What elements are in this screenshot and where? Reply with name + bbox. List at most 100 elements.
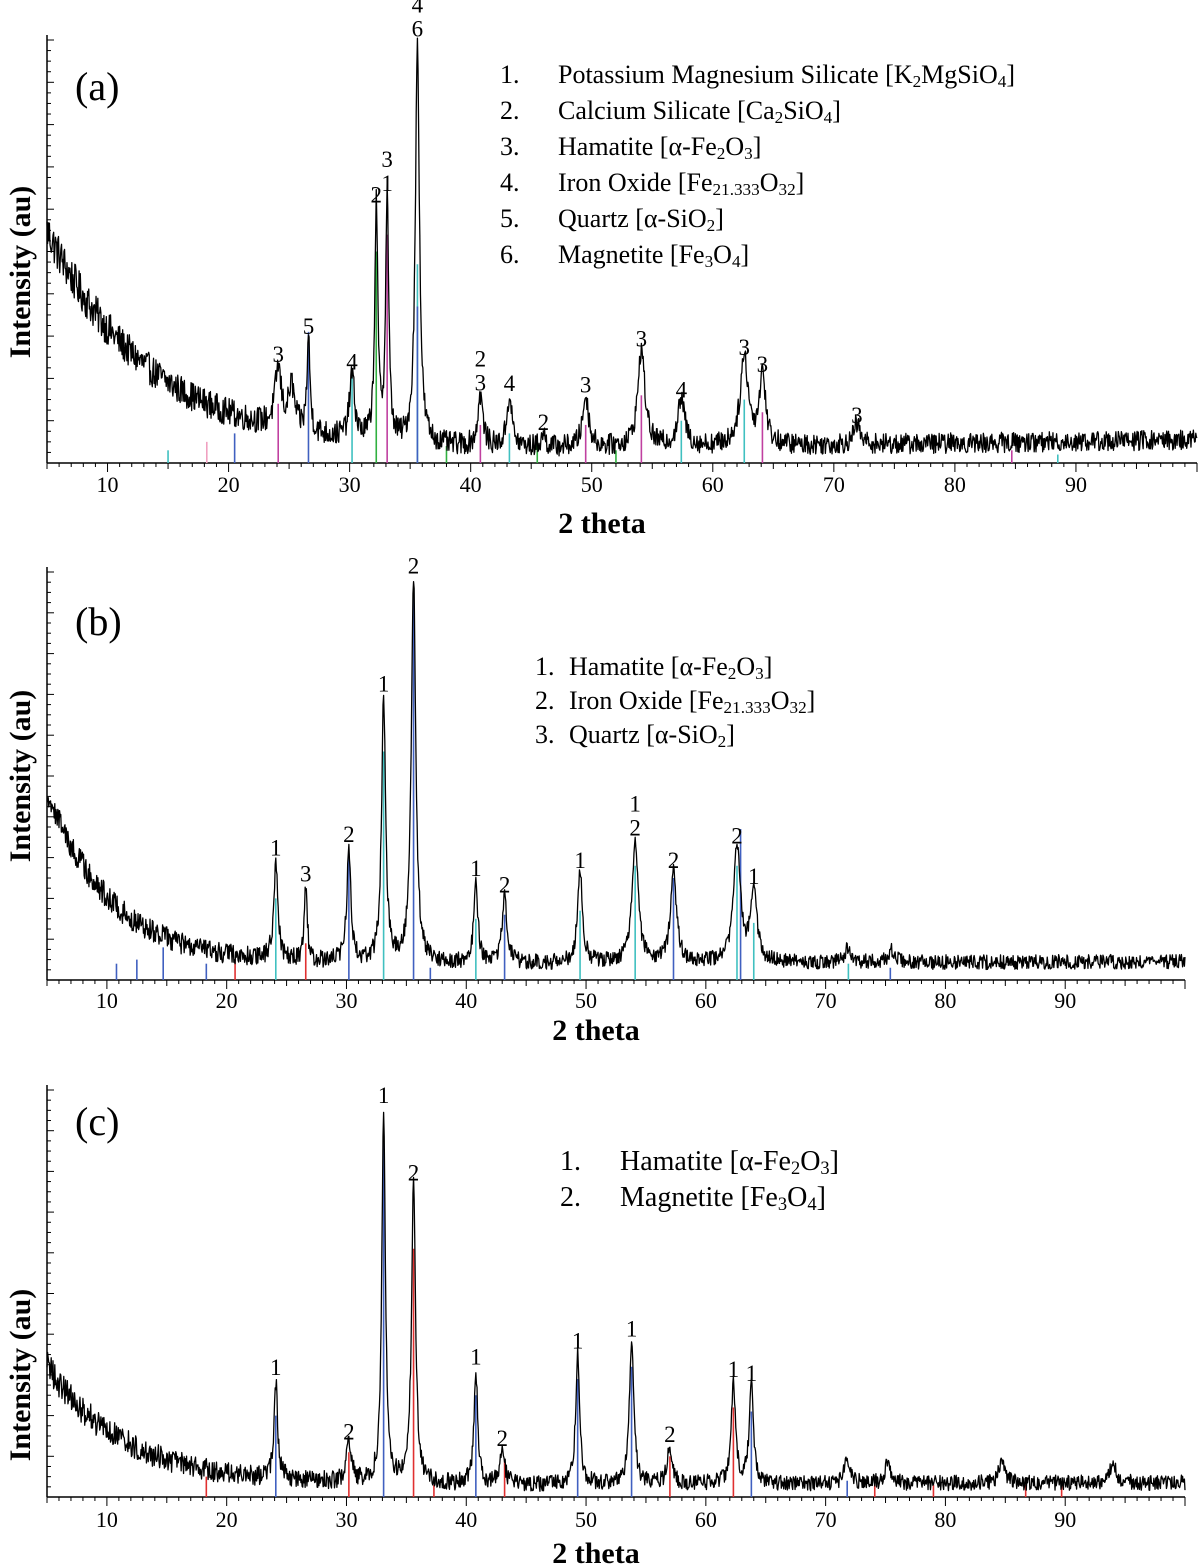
peak-label: 1 xyxy=(378,1083,390,1108)
legend-label: Quartz [α-SiO2] xyxy=(558,204,724,235)
panel-label: (b) xyxy=(75,599,122,644)
peak-label: 2 xyxy=(499,872,511,897)
x-tick-label: 30 xyxy=(339,472,361,497)
y-axis-ticks xyxy=(47,1089,54,1498)
peak-label: 1 xyxy=(270,835,282,860)
x-tick-label: 10 xyxy=(97,472,119,497)
peak-label: 1 xyxy=(626,1316,638,1341)
legend-label: Calcium Silicate [Ca2SiO4] xyxy=(558,96,841,127)
legend-item: 3. Quartz [α-SiO2] xyxy=(535,720,735,751)
x-tick-label: 20 xyxy=(218,472,240,497)
peak-label: 2 xyxy=(475,346,487,371)
peak-label: 6 xyxy=(412,16,424,41)
x-tick-label: 40 xyxy=(455,988,477,1013)
formula-subscript: 3 xyxy=(820,1158,829,1178)
peak-label: 1 xyxy=(629,791,641,816)
legend-name: Calcium Silicate xyxy=(558,96,737,125)
x-tick-label: 20 xyxy=(216,1507,238,1532)
x-axis-label: 2 theta xyxy=(552,1014,639,1047)
legend-item: 6. Magnetite [Fe3O4] xyxy=(500,240,749,271)
formula-text: ] xyxy=(715,204,724,233)
formula-subscript: 3 xyxy=(755,664,764,683)
legend-name: Iron Oxide xyxy=(558,168,678,197)
peak-label: 3 xyxy=(739,335,751,360)
peak-label: 3 xyxy=(300,861,312,886)
legend-item: 4. Iron Oxide [Fe21.333O32] xyxy=(500,168,804,199)
legend-number: 4. xyxy=(500,168,520,197)
formula-subscript: 2 xyxy=(728,664,737,683)
peak-label: 3 xyxy=(757,352,769,377)
formula-subscript: 2 xyxy=(707,216,716,235)
formula-text: ] xyxy=(1006,60,1015,89)
formula-subscript: 2 xyxy=(791,1158,800,1178)
peak-label: 2 xyxy=(538,410,550,435)
formula-text: ] xyxy=(726,720,735,749)
x-tick-label: 70 xyxy=(823,472,845,497)
x-axis-minor-ticks xyxy=(46,980,1186,989)
peak-label: 1 xyxy=(270,1355,282,1380)
formula-text: [Ca xyxy=(737,96,775,125)
formula-subscript: 3 xyxy=(778,1194,787,1214)
legend: 1. Hamatite [α-Fe2O3]2. Magnetite [Fe3O4] xyxy=(560,1146,839,1214)
legend-number: 2. xyxy=(500,96,520,125)
legend-label: Hamatite [α-Fe2O3] xyxy=(569,652,772,683)
formula-subscript: 2 xyxy=(775,108,784,127)
x-tick-label: 80 xyxy=(944,472,966,497)
legend-number: 6. xyxy=(500,240,520,269)
peak-label: 3 xyxy=(381,147,393,172)
formula-subscript: 3 xyxy=(744,144,753,163)
formula-text: [α-SiO xyxy=(635,204,706,233)
y-axis-label: Intensity (au) xyxy=(4,690,37,863)
peak-label: 1 xyxy=(748,864,760,889)
peak-label: 1 xyxy=(572,1328,584,1353)
formula-text: O xyxy=(771,686,790,715)
legend-name: Hamatite xyxy=(558,132,660,161)
formula-subscript: 4 xyxy=(732,252,741,271)
formula-text: [α-Fe xyxy=(730,1146,791,1177)
peak-label: 1 xyxy=(470,856,482,881)
x-tick-label: 80 xyxy=(934,1507,956,1532)
legend: 1. Hamatite [α-Fe2O3]2. Iron Oxide [Fe21.3… xyxy=(535,652,815,751)
formula-text: ] xyxy=(764,652,773,681)
formula-text: ] xyxy=(796,168,805,197)
formula-text: [Fe xyxy=(741,1182,778,1213)
x-tick-label: 90 xyxy=(1054,1507,1076,1532)
peak-label: 2 xyxy=(731,823,743,848)
formula-text: ] xyxy=(753,132,762,161)
peak-label: 2 xyxy=(629,815,641,840)
x-tick-label: 10 xyxy=(96,988,118,1013)
x-tick-label: 70 xyxy=(815,1507,837,1532)
x-tick-label: 10 xyxy=(96,1507,118,1532)
x-axis-minor-ticks xyxy=(46,463,1198,472)
peak-label: 4 xyxy=(412,0,424,17)
legend-number: 5. xyxy=(500,204,520,233)
peak-label: 1 xyxy=(378,672,390,697)
xrd-pattern-line xyxy=(46,37,1198,457)
peak-label: 3 xyxy=(272,342,284,367)
x-tick-label: 90 xyxy=(1065,472,1087,497)
peak-label: 1 xyxy=(381,171,393,196)
formula-text: ] xyxy=(807,686,816,715)
xrd-pattern-line xyxy=(46,580,1186,971)
peak-label: 3 xyxy=(475,370,487,395)
formula-subscript: 21.333 xyxy=(724,698,771,717)
formula-text: O xyxy=(787,1182,807,1213)
legend-label: Magnetite [Fe3O4] xyxy=(620,1182,826,1214)
x-tick-label: 80 xyxy=(934,988,956,1013)
x-axis-label: 2 theta xyxy=(552,1537,639,1565)
peak-label: 3 xyxy=(580,372,592,397)
formula-text: [Fe xyxy=(670,240,705,269)
legend-label: Magnetite [Fe3O4] xyxy=(558,240,749,271)
peak-label: 5 xyxy=(303,314,315,339)
formula-subscript: 32 xyxy=(779,180,796,199)
legend-item: 5. Quartz [α-SiO2] xyxy=(500,204,724,235)
formula-text: O xyxy=(800,1146,820,1177)
legend-label: Quartz [α-SiO2] xyxy=(569,720,735,751)
x-tick-label: 40 xyxy=(455,1507,477,1532)
formula-subscript: 21.333 xyxy=(713,180,760,199)
peak-label: 2 xyxy=(371,183,383,208)
formula-subscript: 4 xyxy=(998,72,1007,91)
formula-text: ] xyxy=(741,240,750,269)
formula-text: SiO xyxy=(783,96,823,125)
x-tick-label: 90 xyxy=(1054,988,1076,1013)
